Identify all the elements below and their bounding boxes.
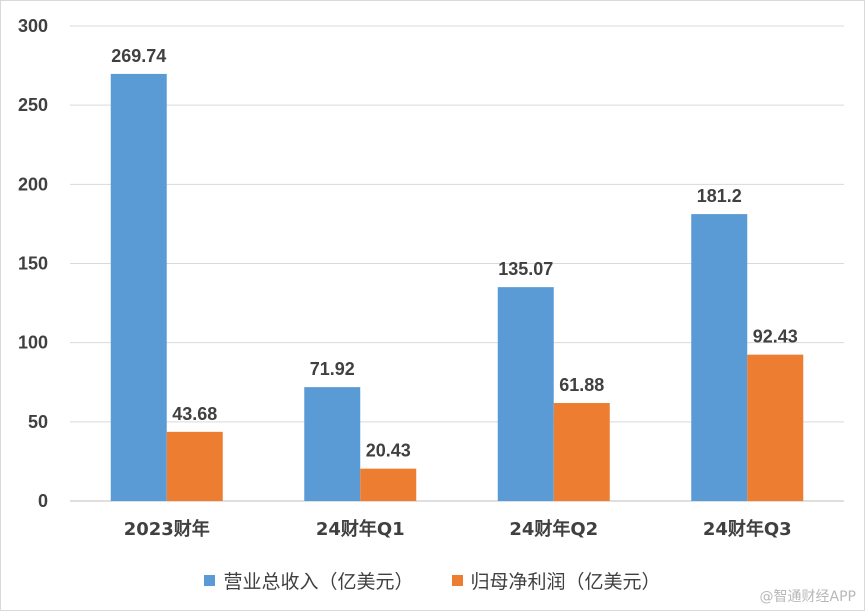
y-tick-label: 250	[18, 95, 48, 115]
x-tick-label: 2023财年	[124, 518, 210, 540]
bar	[553, 403, 610, 501]
data-label: 269.74	[111, 46, 166, 66]
bar	[497, 287, 554, 501]
bar	[747, 354, 804, 501]
bar	[110, 73, 167, 501]
bar	[691, 214, 748, 501]
y-tick-label: 200	[18, 174, 48, 194]
legend: 营业总收入（亿美元） 归母净利润（亿美元）	[1, 567, 864, 594]
y-tick-label: 150	[18, 254, 48, 274]
y-tick-label: 100	[18, 333, 48, 353]
legend-label-net-profit: 归母净利润（亿美元）	[470, 571, 661, 593]
legend-label-revenue: 营业总收入（亿美元）	[223, 571, 414, 593]
legend-swatch-revenue	[204, 575, 216, 586]
data-label: 43.68	[172, 404, 217, 424]
x-tick-label: 24财年Q3	[703, 518, 792, 540]
data-label: 61.88	[559, 375, 604, 395]
data-label: 20.43	[366, 441, 411, 461]
bar	[360, 468, 417, 501]
data-label: 181.2	[697, 186, 742, 206]
bar	[304, 387, 361, 501]
data-label: 92.43	[753, 327, 798, 347]
data-label: 71.92	[310, 359, 355, 379]
bar-chart: 0 50 100 150 200 250 300 269.74 43.68 2023财年 71.92…	[18, 16, 844, 540]
y-tick-label: 0	[38, 491, 48, 511]
data-label: 135.07	[498, 259, 553, 279]
x-tick-label: 24财年Q1	[316, 518, 405, 540]
y-tick-label: 50	[28, 412, 48, 432]
legend-item-net-profit: 归母净利润（亿美元）	[451, 567, 661, 594]
y-tick-label: 300	[18, 16, 48, 36]
legend-swatch-net-profit	[451, 575, 463, 586]
x-tick-label: 24财年Q2	[509, 518, 598, 540]
legend-item-revenue: 营业总收入（亿美元）	[204, 567, 414, 594]
watermark-text: @智通财经APP	[759, 589, 856, 605]
bar	[166, 431, 223, 501]
